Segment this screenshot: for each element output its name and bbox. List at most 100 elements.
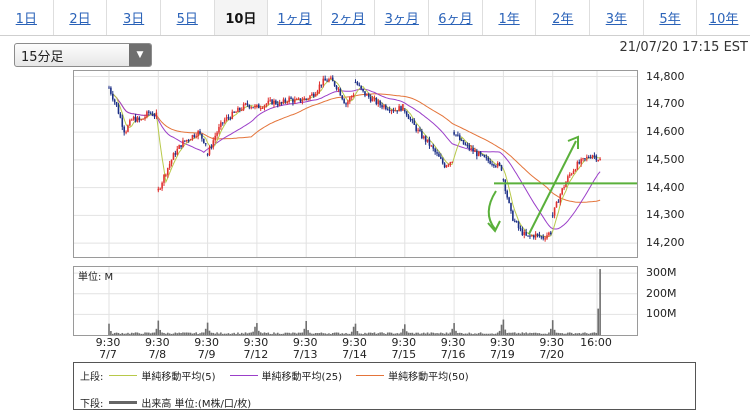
tab-5[interactable]: 1ヶ月 bbox=[268, 0, 322, 35]
volume-bar bbox=[405, 331, 408, 335]
volume-bar bbox=[557, 332, 560, 335]
candle-body bbox=[455, 134, 457, 136]
triangle-down-icon[interactable]: ▼ bbox=[129, 44, 151, 66]
x-axis-time: 9:30 bbox=[490, 336, 515, 349]
tab-1[interactable]: 2日 bbox=[53, 0, 108, 35]
volume-bar bbox=[111, 333, 114, 335]
candle-body bbox=[250, 107, 253, 109]
volume-bar bbox=[242, 333, 245, 335]
candle-body bbox=[578, 161, 581, 164]
x-axis-time: 9:30 bbox=[144, 336, 170, 349]
volume-bar bbox=[532, 332, 535, 335]
legend-item-ma5: 単純移動平均(5) bbox=[103, 368, 216, 383]
candle-body bbox=[278, 102, 281, 106]
candle-body bbox=[453, 132, 455, 135]
price-axis-label: 14,500 bbox=[646, 152, 685, 166]
volume-bar bbox=[239, 333, 241, 335]
candle-body bbox=[339, 88, 342, 96]
tab-11[interactable]: 3年 bbox=[590, 0, 644, 35]
tab-12[interactable]: 5年 bbox=[643, 0, 698, 35]
candle-body bbox=[286, 101, 289, 103]
volume-bar bbox=[216, 332, 218, 335]
volume-bar bbox=[510, 332, 512, 335]
volume-bar bbox=[508, 332, 510, 335]
candle-body bbox=[216, 132, 218, 136]
volume-bar bbox=[386, 332, 389, 335]
x-axis-time: 9:30 bbox=[539, 336, 565, 349]
tab-6[interactable]: 2ヶ月 bbox=[321, 0, 376, 35]
tab-10[interactable]: 2年 bbox=[536, 0, 591, 35]
tab-0[interactable]: 1日 bbox=[0, 0, 54, 35]
candle-body bbox=[174, 153, 177, 155]
tab-7[interactable]: 3ヶ月 bbox=[375, 0, 430, 35]
candle-body bbox=[246, 103, 249, 105]
candle-body bbox=[235, 111, 237, 113]
legend-swatch-ma25 bbox=[229, 375, 258, 376]
interval-select[interactable]: 15分足 ▼ bbox=[14, 43, 152, 67]
candle-body bbox=[113, 99, 116, 103]
volume-bar bbox=[576, 333, 579, 335]
candle-body bbox=[326, 80, 328, 82]
candle-body bbox=[519, 228, 522, 230]
candle-body bbox=[218, 126, 220, 133]
candle-body bbox=[239, 107, 241, 111]
candle-body bbox=[354, 82, 357, 84]
volume-bar bbox=[221, 333, 224, 335]
candle-body bbox=[508, 197, 510, 203]
tab-3[interactable]: 5日 bbox=[160, 0, 215, 35]
tab-9[interactable]: 1年 bbox=[482, 0, 537, 35]
x-axis-label: 9:30 7/12 bbox=[236, 337, 276, 361]
legend-item-ma25: 単純移動平均(25) bbox=[224, 368, 342, 383]
volume-bar bbox=[542, 333, 545, 335]
candle-body bbox=[129, 120, 131, 126]
volume-bar bbox=[341, 333, 344, 335]
candle-body bbox=[445, 165, 448, 168]
volume-bar bbox=[320, 332, 323, 335]
candle-body bbox=[563, 187, 565, 189]
volume-bar bbox=[428, 333, 431, 335]
candle-body bbox=[318, 84, 321, 91]
volume-bar bbox=[476, 333, 478, 335]
volume-bar bbox=[187, 332, 190, 335]
candle-body bbox=[360, 85, 362, 89]
candle-body bbox=[464, 144, 467, 146]
volume-bar bbox=[453, 323, 455, 335]
candle-body bbox=[440, 156, 442, 159]
volume-bar bbox=[491, 333, 493, 335]
tab-13[interactable]: 10年 bbox=[697, 0, 750, 35]
volume-bar bbox=[197, 333, 199, 335]
candle-body bbox=[421, 131, 423, 139]
volume-bar bbox=[159, 329, 161, 335]
candle-body bbox=[430, 145, 433, 147]
candle-body bbox=[502, 179, 505, 181]
candle-body bbox=[371, 98, 374, 102]
volume-bar bbox=[407, 332, 410, 335]
candle-body bbox=[404, 109, 406, 112]
volume-bar bbox=[493, 333, 495, 335]
volume-bar bbox=[597, 308, 600, 335]
candle-body bbox=[127, 125, 129, 132]
volume-bar bbox=[161, 332, 163, 335]
tab-2[interactable]: 3日 bbox=[107, 0, 161, 35]
candle-body bbox=[136, 117, 139, 122]
volume-bar bbox=[561, 333, 563, 335]
volume-bar bbox=[210, 332, 213, 335]
volume-bar bbox=[390, 332, 393, 335]
volume-bar bbox=[421, 333, 423, 335]
candle-body bbox=[233, 111, 235, 113]
tab-4[interactable]: 10日 bbox=[214, 0, 269, 35]
candle-body bbox=[254, 105, 256, 108]
volume-bar bbox=[113, 332, 116, 335]
volume-bar bbox=[360, 333, 362, 335]
tab-8[interactable]: 6ヶ月 bbox=[429, 0, 483, 35]
volume-bar bbox=[276, 332, 279, 335]
candle-body bbox=[422, 136, 425, 139]
candle-body bbox=[392, 110, 395, 112]
volume-bar bbox=[237, 332, 239, 335]
volume-axis-label: 300M bbox=[646, 266, 677, 280]
volume-bar bbox=[138, 333, 141, 335]
candle-body bbox=[201, 133, 203, 139]
volume-bar bbox=[299, 332, 302, 335]
volume-bar bbox=[130, 332, 133, 335]
volume-bar bbox=[394, 333, 397, 335]
